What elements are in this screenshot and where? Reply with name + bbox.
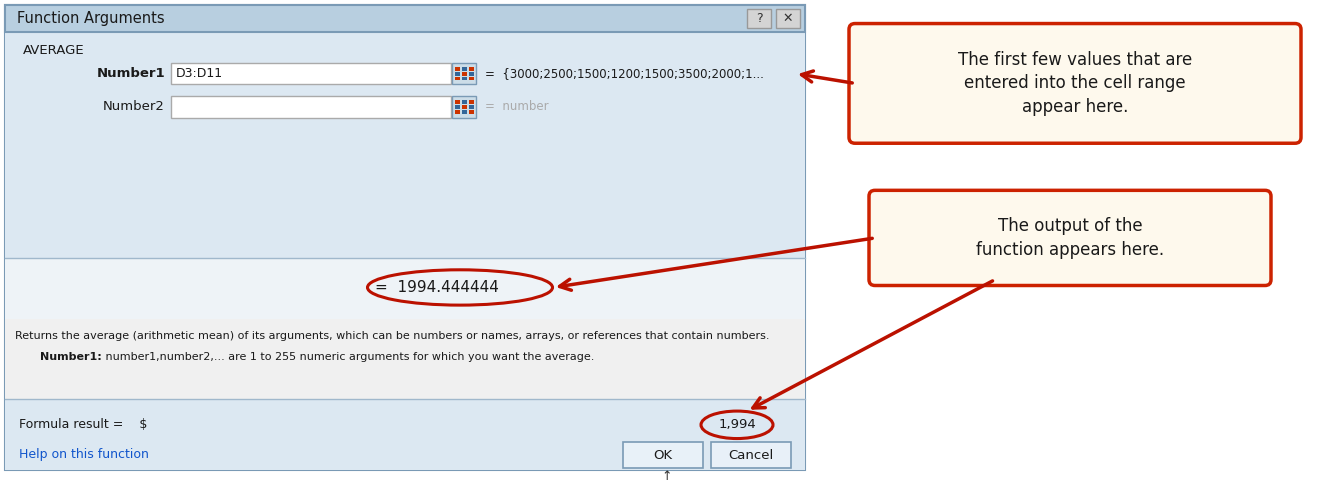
Text: number1,number2,... are 1 to 255 numeric arguments for which you want the averag: number1,number2,... are 1 to 255 numeric… [95, 352, 595, 362]
FancyBboxPatch shape [470, 67, 474, 71]
FancyBboxPatch shape [455, 67, 460, 71]
Text: Cancel: Cancel [728, 449, 774, 462]
Text: OK: OK [653, 449, 673, 462]
FancyBboxPatch shape [711, 442, 791, 468]
FancyBboxPatch shape [455, 110, 460, 114]
Text: Number1: Number1 [96, 67, 165, 80]
FancyBboxPatch shape [171, 63, 451, 84]
Text: Returns the average (arithmetic mean) of its arguments, which can be numbers or : Returns the average (arithmetic mean) of… [15, 331, 769, 341]
FancyBboxPatch shape [462, 105, 467, 109]
FancyBboxPatch shape [470, 100, 474, 104]
FancyBboxPatch shape [5, 32, 805, 258]
Text: =  1994.444444: = 1994.444444 [375, 280, 499, 295]
Text: The first few values that are
entered into the cell range
appear here.: The first few values that are entered in… [958, 51, 1192, 116]
Text: AVERAGE: AVERAGE [22, 44, 84, 57]
Text: Help on this function: Help on this function [18, 448, 149, 461]
FancyBboxPatch shape [5, 5, 805, 470]
FancyBboxPatch shape [452, 63, 476, 84]
Text: Formula result =    $: Formula result = $ [18, 418, 148, 431]
FancyBboxPatch shape [470, 105, 474, 109]
FancyBboxPatch shape [462, 76, 467, 80]
Text: ✕: ✕ [782, 12, 793, 25]
FancyBboxPatch shape [455, 105, 460, 109]
Text: ↑: ↑ [662, 470, 673, 483]
FancyBboxPatch shape [470, 76, 474, 80]
FancyBboxPatch shape [849, 24, 1301, 143]
FancyBboxPatch shape [5, 5, 805, 32]
Text: 1,994: 1,994 [718, 418, 756, 431]
FancyBboxPatch shape [869, 190, 1272, 286]
FancyBboxPatch shape [462, 100, 467, 104]
FancyBboxPatch shape [455, 100, 460, 104]
FancyBboxPatch shape [5, 399, 805, 470]
Text: Number1:: Number1: [40, 352, 102, 362]
FancyBboxPatch shape [5, 319, 805, 417]
FancyBboxPatch shape [623, 442, 703, 468]
Text: D3:D11: D3:D11 [175, 67, 223, 80]
Text: ?: ? [756, 12, 762, 25]
FancyBboxPatch shape [747, 9, 772, 29]
Text: Function Arguments: Function Arguments [17, 11, 165, 26]
Text: =  number: = number [485, 101, 549, 113]
Text: Number2: Number2 [103, 101, 165, 113]
FancyBboxPatch shape [462, 72, 467, 76]
FancyBboxPatch shape [455, 72, 460, 76]
FancyBboxPatch shape [5, 258, 805, 319]
Text: The output of the
function appears here.: The output of the function appears here. [976, 217, 1165, 259]
FancyBboxPatch shape [776, 9, 801, 29]
FancyBboxPatch shape [470, 110, 474, 114]
FancyBboxPatch shape [452, 96, 476, 118]
FancyBboxPatch shape [171, 96, 451, 118]
FancyBboxPatch shape [470, 72, 474, 76]
FancyBboxPatch shape [462, 67, 467, 71]
Text: =  {3000;2500;1500;1200;1500;3500;2000;1...: = {3000;2500;1500;1200;1500;3500;2000;1.… [485, 67, 764, 80]
FancyBboxPatch shape [455, 76, 460, 80]
FancyBboxPatch shape [462, 110, 467, 114]
